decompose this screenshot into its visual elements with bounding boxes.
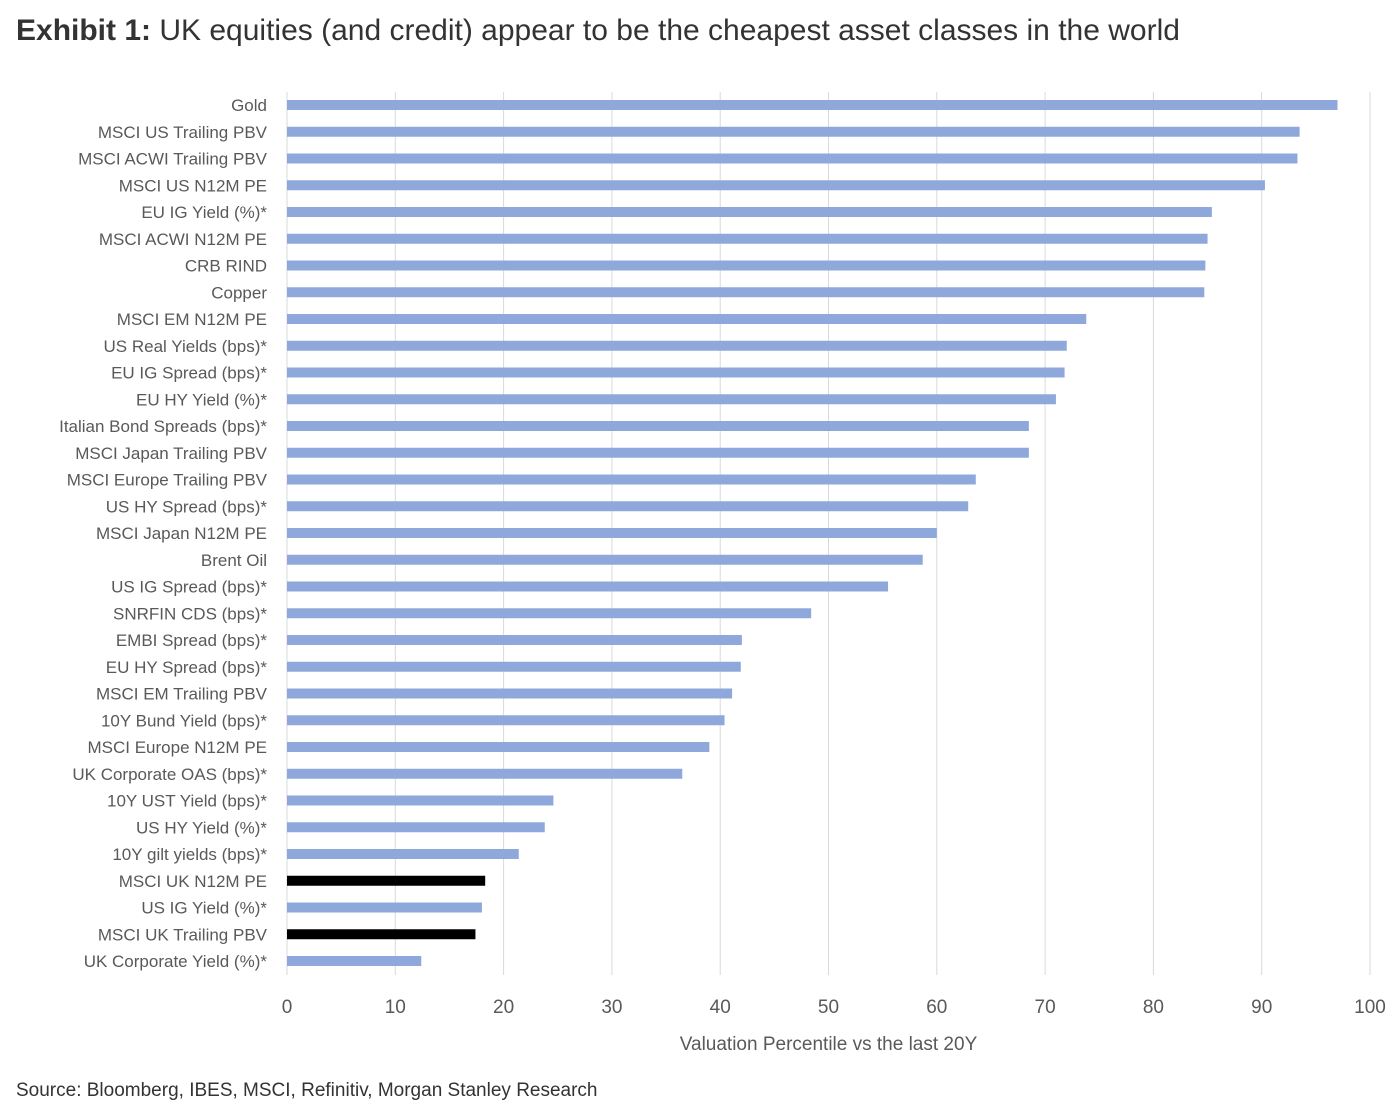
bar [287, 742, 710, 752]
bar [287, 421, 1029, 431]
bar [287, 635, 742, 645]
exhibit-label: Exhibit 1: [16, 14, 152, 47]
bar [287, 528, 937, 538]
x-tick-label: 20 [493, 997, 514, 1018]
category-label: SNRFIN CDS (bps)* [113, 604, 267, 623]
category-label: 10Y Bund Yield (bps)* [101, 711, 267, 730]
bar [287, 875, 486, 886]
x-tick-label: 90 [1251, 997, 1272, 1018]
bar [287, 768, 683, 779]
category-label: MSCI ACWI Trailing PBV [78, 150, 268, 169]
category-label: US HY Yield (%)* [136, 818, 267, 837]
x-tick-label: 40 [710, 997, 731, 1018]
category-label: MSCI US Trailing PBV [98, 123, 268, 142]
category-label: MSCI US N12M PE [119, 176, 267, 195]
category-label: EU HY Spread (bps)* [106, 658, 268, 677]
x-tick-label: 50 [818, 997, 839, 1018]
bar [287, 581, 889, 592]
bar [287, 929, 476, 940]
bar [287, 956, 422, 966]
category-label: MSCI ACWI N12M PE [99, 230, 267, 249]
bar [287, 902, 482, 913]
category-label: US IG Yield (%)* [141, 899, 267, 918]
category-label: Gold [231, 96, 267, 115]
x-tick-label: 30 [601, 997, 622, 1018]
bar [287, 207, 1212, 217]
x-axis-label: Valuation Percentile vs the last 20Y [680, 1034, 978, 1055]
x-tick-label: 10 [385, 997, 406, 1018]
x-tick-label: 80 [1143, 997, 1164, 1018]
category-label: MSCI Japan N12M PE [96, 524, 267, 543]
category-label: MSCI UK Trailing PBV [98, 925, 268, 944]
chart-title: Exhibit 1: UK equities (and credit) appe… [16, 14, 1180, 48]
bar [287, 715, 725, 726]
bar [287, 100, 1338, 110]
bar [287, 287, 1205, 298]
category-label: EU IG Spread (bps)* [111, 364, 267, 383]
x-tick-label: 60 [926, 997, 947, 1018]
bar [287, 233, 1208, 244]
bar [287, 153, 1298, 164]
chart-title-text: UK equities (and credit) appear to be th… [159, 14, 1180, 47]
bar [287, 661, 741, 672]
category-label: UK Corporate OAS (bps)* [72, 765, 267, 784]
category-label: 10Y gilt yields (bps)* [112, 845, 267, 864]
category-label: Brent Oil [201, 551, 267, 570]
category-label: EU HY Yield (%)* [136, 390, 267, 409]
bar [287, 340, 1067, 351]
bar [287, 501, 969, 512]
bar [287, 822, 545, 833]
source-note: Source: Bloomberg, IBES, MSCI, Refinitiv… [16, 1080, 598, 1101]
bar [287, 554, 923, 565]
category-label: 10Y UST Yield (bps)* [107, 792, 267, 811]
category-label: Italian Bond Spreads (bps)* [59, 417, 267, 436]
category-label: MSCI Japan Trailing PBV [75, 444, 267, 463]
bar [287, 688, 733, 699]
bar [287, 126, 1300, 137]
category-label: US IG Spread (bps)* [111, 578, 267, 597]
category-label: UK Corporate Yield (%)* [84, 952, 268, 971]
bar [287, 795, 554, 806]
x-tick-label: 100 [1354, 997, 1386, 1018]
bar [287, 394, 1056, 405]
bar [287, 849, 519, 859]
bar [287, 180, 1265, 191]
bar [287, 447, 1029, 458]
category-label: EMBI Spread (bps)* [116, 631, 268, 650]
category-label: MSCI EM Trailing PBV [96, 685, 268, 704]
bar [287, 608, 812, 619]
bar [287, 474, 976, 485]
category-label: CRB RIND [185, 257, 267, 276]
category-label: EU IG Yield (%)* [141, 203, 267, 222]
bar [287, 367, 1065, 378]
category-label: MSCI EM N12M PE [117, 310, 267, 329]
bar-chart: Gold MSCI US Trailing PBV MSCI ACWI Traili… [59, 92, 1386, 1055]
category-label: US HY Spread (bps)* [106, 497, 268, 516]
category-label: Copper [211, 283, 267, 302]
category-label: MSCI Europe N12M PE [87, 738, 267, 757]
category-label: MSCI Europe Trailing PBV [67, 471, 268, 490]
bar [287, 314, 1087, 324]
category-label: MSCI UK N12M PE [119, 872, 267, 891]
category-label: US Real Yields (bps)* [104, 337, 268, 356]
bar [287, 260, 1206, 271]
x-tick-label: 70 [1035, 997, 1056, 1018]
x-tick-label: 0 [282, 997, 293, 1018]
